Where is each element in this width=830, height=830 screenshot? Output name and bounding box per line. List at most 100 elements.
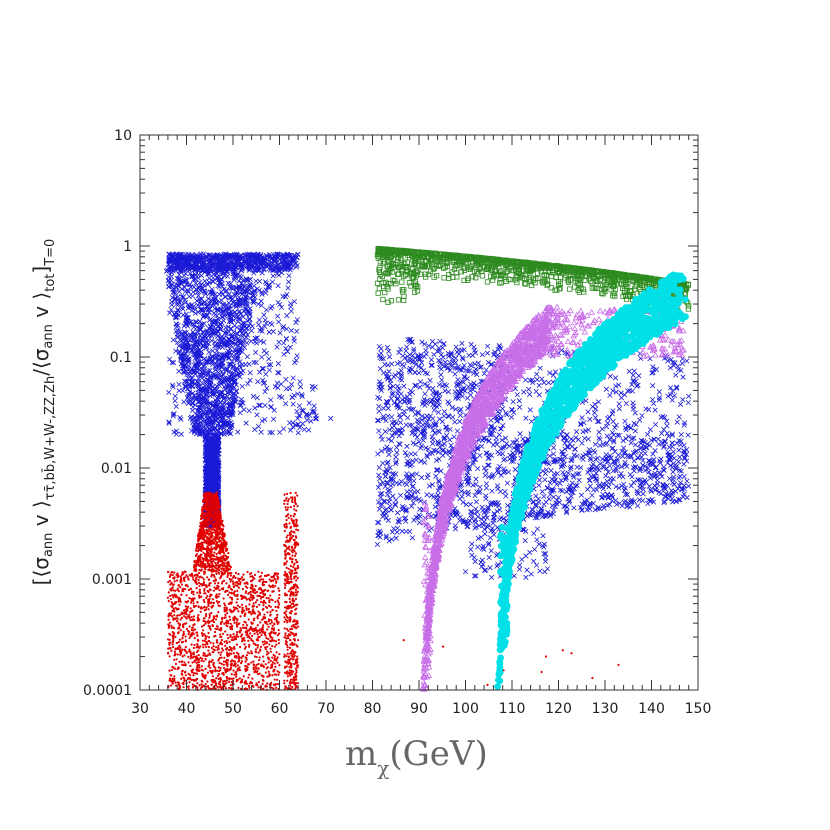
dot-marker	[201, 680, 204, 683]
dot-marker	[289, 564, 292, 568]
dot-marker	[284, 584, 287, 587]
dot-marker	[293, 496, 296, 499]
dot-marker	[235, 633, 239, 636]
dot-marker	[229, 684, 232, 687]
dot-marker	[202, 629, 205, 632]
x-marker	[276, 319, 282, 325]
dot-marker	[213, 582, 217, 585]
dot-marker	[222, 660, 226, 663]
dot-marker	[168, 655, 171, 658]
dot-marker	[262, 604, 265, 607]
dot-marker	[231, 580, 235, 583]
x-marker	[277, 301, 283, 308]
dot-marker	[296, 655, 299, 658]
x-marker	[256, 369, 263, 375]
x-marker	[311, 403, 317, 409]
dot-marker	[261, 608, 264, 611]
dot-marker	[172, 637, 175, 640]
dot-marker	[286, 502, 289, 506]
x-marker	[237, 410, 243, 416]
x-marker	[178, 416, 184, 422]
dot-marker	[229, 596, 232, 599]
x-marker	[294, 353, 300, 359]
dot-marker	[235, 621, 238, 624]
dot-marker	[284, 671, 287, 674]
x-marker	[176, 388, 182, 394]
x-marker	[266, 362, 272, 368]
dot-marker	[212, 579, 215, 582]
dot-marker	[226, 593, 230, 596]
dot-marker	[266, 675, 269, 678]
dot-marker	[173, 571, 176, 574]
dot-marker	[296, 543, 300, 546]
x-marker	[268, 397, 274, 403]
dot-marker	[289, 506, 292, 509]
dot-marker	[277, 638, 280, 641]
x-marker	[306, 400, 312, 406]
x-marker	[328, 415, 334, 421]
dot-marker	[277, 572, 280, 575]
dot-marker	[190, 678, 193, 681]
dot-marker	[260, 674, 263, 677]
dot-marker	[284, 600, 287, 603]
x-marker	[250, 393, 256, 399]
x-marker	[224, 288, 230, 294]
x-marker	[266, 329, 272, 335]
dot-marker	[248, 682, 251, 685]
dot-marker	[187, 672, 190, 676]
dot-marker	[217, 644, 220, 647]
dot-marker	[229, 574, 232, 577]
dot-marker	[191, 626, 194, 629]
dot-marker	[269, 650, 273, 653]
x-marker	[290, 375, 296, 381]
dot-marker	[274, 584, 277, 588]
dot-marker	[215, 555, 218, 558]
dot-marker	[283, 653, 286, 656]
x-marker	[261, 312, 267, 318]
x-marker	[259, 354, 265, 360]
dot-marker	[248, 686, 251, 689]
dot-marker	[188, 613, 191, 616]
dot-marker	[200, 659, 203, 662]
dot-marker	[230, 638, 233, 641]
dot-marker	[262, 595, 265, 599]
dot-marker	[275, 651, 278, 654]
x-marker	[247, 370, 253, 376]
dot-marker	[244, 590, 248, 593]
x-marker	[280, 426, 287, 432]
dot-marker	[228, 585, 231, 589]
dot-marker	[296, 645, 299, 648]
dot-marker	[260, 664, 263, 668]
dot-marker	[273, 574, 276, 577]
dot-marker	[202, 551, 205, 554]
dot-marker	[245, 627, 248, 630]
dot-marker	[247, 676, 250, 679]
dot-marker	[272, 590, 275, 593]
dot-marker	[200, 625, 204, 628]
dot-marker	[191, 686, 194, 689]
x-marker	[182, 300, 189, 306]
dot-marker	[218, 633, 222, 636]
dot-marker	[228, 615, 231, 618]
x-marker	[262, 290, 269, 296]
dot-marker	[295, 669, 298, 672]
x-marker	[281, 340, 287, 346]
dot-marker	[285, 613, 288, 616]
dot-marker	[293, 513, 296, 516]
dot-marker	[261, 640, 264, 644]
dot-marker	[266, 682, 269, 685]
dot-marker	[274, 605, 277, 609]
dot-marker	[196, 664, 199, 667]
dot-marker	[293, 508, 296, 511]
dot-marker	[188, 625, 191, 628]
dot-marker	[267, 604, 271, 607]
dot-marker	[177, 631, 180, 634]
x-marker	[281, 351, 287, 357]
dot-marker	[174, 662, 178, 666]
dot-marker	[222, 632, 225, 635]
dot-marker	[266, 650, 269, 653]
x-marker	[308, 418, 314, 424]
dot-marker	[283, 636, 286, 639]
dot-marker	[251, 677, 254, 680]
x-marker	[276, 339, 282, 345]
